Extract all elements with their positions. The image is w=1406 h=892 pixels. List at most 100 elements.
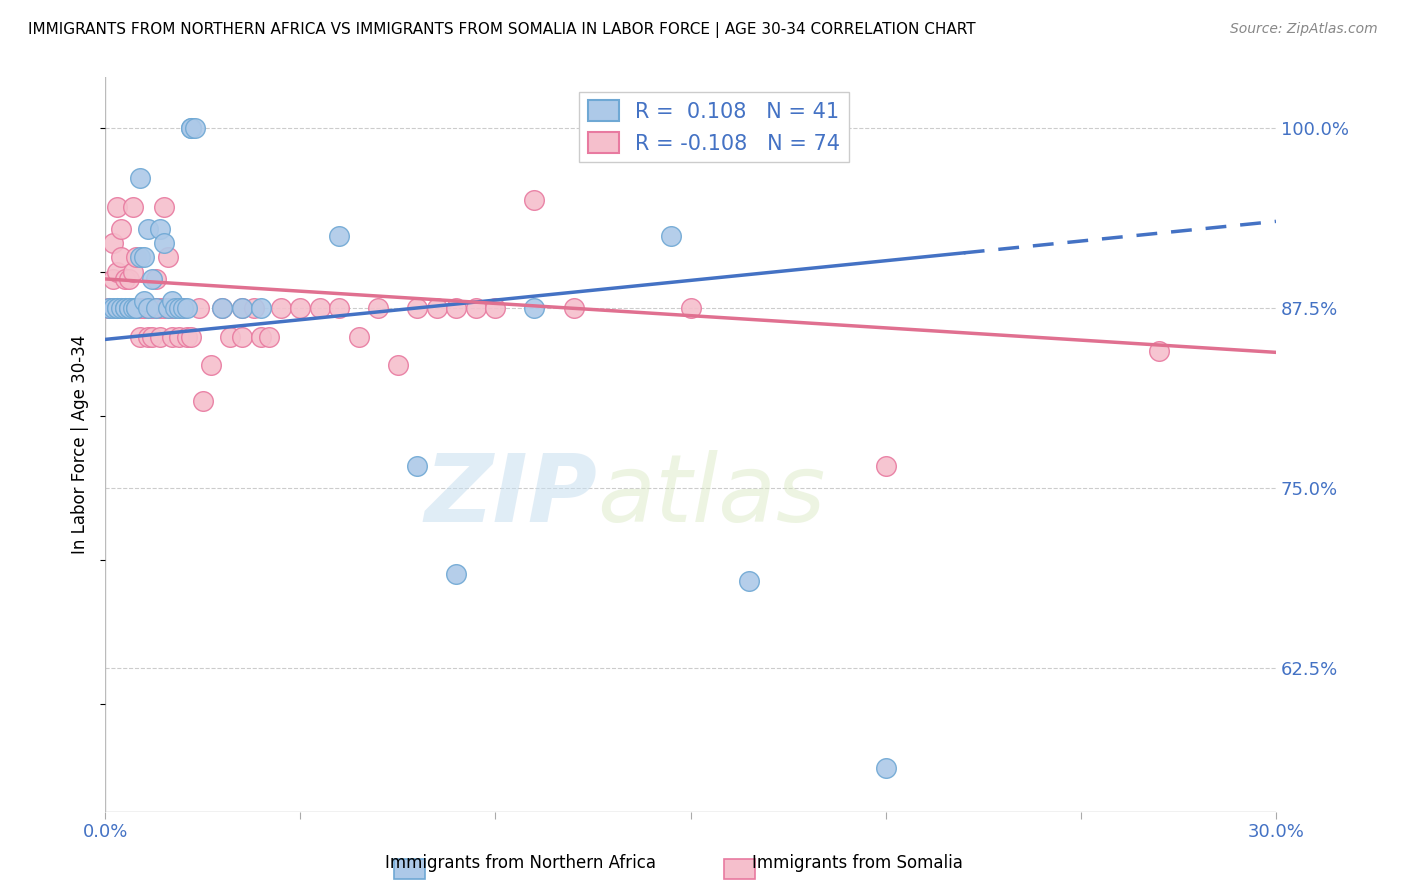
Point [257,329,280,343]
Point [114,301,136,315]
Point [156,301,179,315]
Point [121,301,143,315]
Text: Source: ZipAtlas.com: Source: ZipAtlas.com [1230,22,1378,37]
Point [117,272,139,286]
Point [149,301,172,315]
Point [446,301,468,315]
Point [250,329,273,343]
Point [191,394,214,409]
Point [136,329,159,343]
Point [219,329,242,343]
Point [211,301,233,315]
Point [172,301,194,315]
Point [184,120,207,135]
Point [152,301,174,315]
Point [117,301,139,315]
Point [141,272,163,286]
Point [1147,343,1170,358]
Point [145,272,167,286]
Point [149,329,172,343]
Point [125,251,148,265]
Point [129,329,152,343]
Point [165,301,187,315]
Point [484,301,506,315]
Point [152,200,174,214]
Point [136,301,159,315]
Point [114,301,136,315]
Point [141,301,163,315]
Point [200,359,222,373]
Point [328,228,350,243]
Point [562,301,585,315]
Text: IMMIGRANTS FROM NORTHERN AFRICA VS IMMIGRANTS FROM SOMALIA IN LABOR FORCE | AGE : IMMIGRANTS FROM NORTHERN AFRICA VS IMMIG… [28,22,976,38]
Point [105,200,128,214]
Point [328,301,350,315]
Point [156,251,179,265]
Point [98,301,121,315]
Point [110,301,132,315]
Point [387,359,409,373]
Point [523,193,546,207]
Point [308,301,330,315]
Point [121,200,143,214]
Point [141,329,163,343]
Point [105,301,128,315]
Point [117,301,139,315]
Point [134,301,156,315]
Text: Immigrants from Somalia: Immigrants from Somalia [752,855,963,872]
Point [136,301,159,315]
Point [105,265,128,279]
Point [134,251,156,265]
Point [406,301,429,315]
Y-axis label: In Labor Force | Age 30-34: In Labor Force | Age 30-34 [72,334,89,554]
Point [242,301,264,315]
Point [679,301,702,315]
Point [114,272,136,286]
Point [101,272,124,286]
Point [110,251,132,265]
Point [176,301,198,315]
Point [101,235,124,250]
Text: Immigrants from Northern Africa: Immigrants from Northern Africa [385,855,655,872]
Point [145,301,167,315]
Point [98,301,121,315]
Point [659,228,682,243]
Point [738,574,761,589]
Point [121,301,143,315]
Text: atlas: atlas [598,450,825,541]
Point [180,329,202,343]
Legend: R =  0.108   N = 41, R = -0.108   N = 74: R = 0.108 N = 41, R = -0.108 N = 74 [579,92,849,162]
Point [160,329,183,343]
Point [523,301,546,315]
Point [426,301,449,315]
Point [136,221,159,235]
Point [180,120,202,135]
Point [180,120,202,135]
Point [367,301,389,315]
Point [169,329,191,343]
Point [875,761,897,775]
Point [211,301,233,315]
Point [165,301,187,315]
Point [114,301,136,315]
Point [465,301,488,315]
Point [875,458,897,473]
Point [125,301,148,315]
Point [169,301,191,315]
Point [145,301,167,315]
Point [169,301,191,315]
Point [290,301,312,315]
Point [110,221,132,235]
Point [134,293,156,308]
Point [98,301,121,315]
Point [270,301,292,315]
Point [160,293,183,308]
Point [231,301,253,315]
Point [172,301,194,315]
Point [121,265,143,279]
Point [105,301,128,315]
Point [160,301,183,315]
Point [231,301,253,315]
Point [117,301,139,315]
Text: ZIP: ZIP [425,450,598,541]
